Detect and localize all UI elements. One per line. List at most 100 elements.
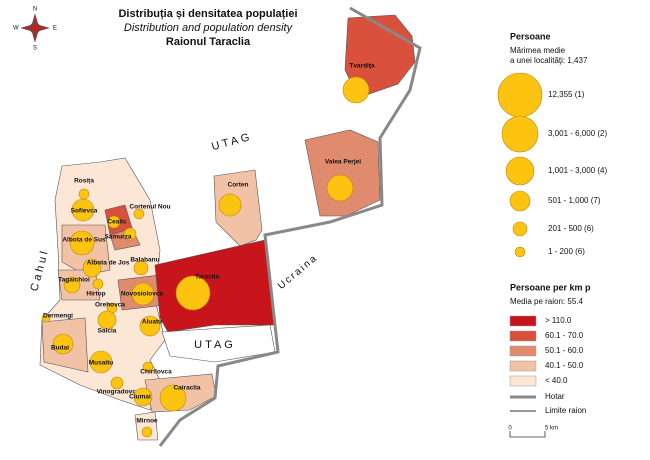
locality-circle [159, 384, 187, 412]
locality-label: Ciumai [129, 394, 151, 401]
locality-label: Cortenul Nou [129, 204, 170, 211]
legend-label: 1 - 200 (6) [548, 247, 585, 256]
locality-circle [175, 275, 211, 311]
scale-bar [509, 431, 546, 438]
locality-label: Albota de Sus [62, 237, 106, 244]
legend-label: 201 - 500 (6) [548, 224, 594, 233]
locality-label: Sofievca [71, 208, 98, 215]
locality-circle [63, 276, 81, 294]
locality-circle [142, 361, 154, 373]
locality-label: Tagaichioi [58, 277, 90, 284]
locality-circle [52, 333, 74, 355]
locality-label: Aluatu [142, 319, 162, 326]
locality-circle [123, 227, 137, 241]
locality-label: Rosița [74, 178, 94, 185]
locality-label: Orehovca [95, 302, 125, 309]
title: Distribuția și densitatea populației [118, 8, 297, 20]
locality-label: Balabanu [130, 257, 159, 264]
compass-e: E [53, 26, 57, 32]
legend-label: 50.1 - 60.0 [545, 346, 584, 355]
locality-circle [107, 215, 121, 229]
legend-label: 60.1 - 70.0 [545, 331, 584, 340]
locality-circle [97, 310, 117, 330]
compass [20, 13, 50, 43]
legend-label: > 110.0 [545, 316, 572, 325]
density-swatch [509, 345, 537, 357]
locality-circle [71, 198, 95, 222]
locality-circle [342, 76, 370, 104]
locality-label: Chirilovca [140, 369, 172, 376]
legend-label: 3,001 - 6,000 (2) [548, 129, 607, 138]
locality-circle [133, 260, 149, 276]
size-symbol [509, 190, 531, 212]
locality-label: Hirtop [86, 291, 105, 298]
legend-subtitle: a unei localităţi: 1,437 [510, 56, 588, 65]
locality-circle [131, 282, 155, 306]
locality-label: Tvardiţa [349, 63, 375, 70]
legend-label: 501 - 1,000 (7) [548, 196, 601, 205]
legend-label: 40.1 - 50.0 [545, 361, 584, 370]
locality-circle [133, 208, 145, 220]
region-label: Ucraina [276, 252, 320, 292]
area-taraclia [154, 239, 276, 333]
locality-circle [82, 258, 102, 278]
locality-label: Mirnoe [136, 418, 158, 425]
size-legend: 12,355 (1) 3,001 - 6,000 (2) 1,001 - 3,000… [497, 72, 607, 258]
locality-label: Novosiolovca [121, 291, 164, 298]
locality-circle [141, 426, 153, 438]
compass-s: S [33, 46, 37, 52]
density-swatch [509, 360, 537, 372]
locality-label: Dermengi [43, 313, 73, 320]
locality-label: Valea Perjei [325, 159, 361, 166]
legend-label: < 40.0 [545, 376, 568, 385]
area-valea-perjei [304, 129, 381, 217]
locality-label: Musaitu [89, 360, 114, 367]
locality-circle [139, 315, 161, 337]
density-swatch [509, 330, 537, 342]
locality-circle [326, 174, 354, 202]
region-label: UTAG [210, 131, 253, 153]
locality-label: Budai [51, 345, 69, 352]
area-mirnoe [134, 411, 159, 441]
legend-label: 1,001 - 3,000 (4) [548, 166, 607, 175]
locality-label: Cairaclia [173, 385, 200, 392]
locality-label: Salcia [98, 328, 117, 335]
region-label: Cahul [28, 247, 51, 292]
legend-title: Persoane per km p [510, 282, 591, 292]
scale-label: 5 km [545, 426, 558, 432]
locality-label: Corten [228, 182, 249, 189]
size-symbol [514, 246, 526, 258]
locality-circle [110, 376, 124, 390]
legend-label: 12,355 (1) [548, 90, 585, 99]
legend-subtitle: Media pe raion: 55.4 [510, 297, 583, 306]
locality-circle [41, 313, 51, 323]
compass-w: W [13, 26, 19, 32]
density-swatch [509, 375, 537, 387]
size-symbol [497, 72, 543, 118]
density-swatch [509, 315, 537, 327]
locality-label: Samurza [104, 234, 131, 241]
district-title: Raionul Taraclia [166, 36, 251, 48]
size-symbol [512, 221, 528, 237]
locality-label: Albota de Jos [87, 260, 130, 267]
state-border [158, 6, 422, 447]
size-symbol [505, 156, 535, 186]
legend-label: Limite raion [545, 406, 586, 415]
locality-circle [69, 230, 95, 256]
legend-subtitle: Mărimea medie [510, 46, 566, 55]
compass-n: N [33, 7, 37, 13]
locality-circle [133, 387, 153, 407]
locality-label: Taraclia [195, 274, 219, 281]
scale-label: 0 [508, 426, 512, 432]
locality-label: Cealic [107, 219, 127, 226]
legend-title: Persoane [510, 31, 551, 41]
subtitle: Distribution and population density [124, 22, 294, 34]
locality-circle [78, 188, 90, 200]
locality-label: Vinogradovca [97, 389, 140, 396]
locality-circle [218, 193, 242, 217]
size-symbol [501, 115, 539, 153]
localities: Tvardiţa Valea Perjei Corten Taraclia Rosița… [41, 63, 375, 438]
legend-label: Hotar [545, 392, 565, 401]
area-utag [161, 324, 276, 363]
